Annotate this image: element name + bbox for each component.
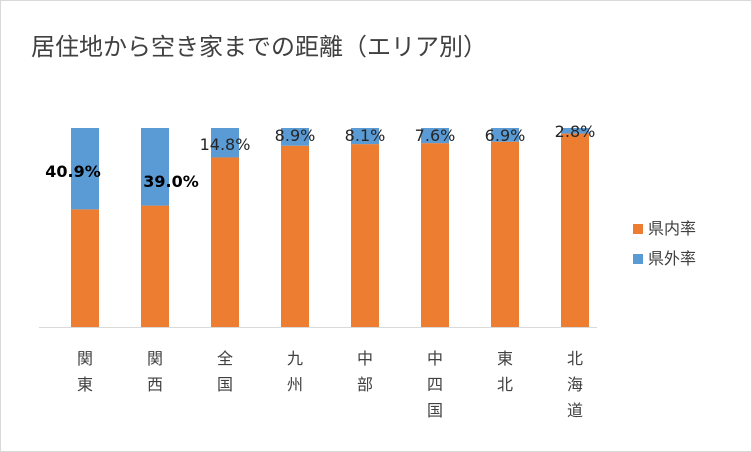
bar-in-pref-3: [281, 145, 309, 327]
data-label-4: 8.1%: [345, 126, 386, 145]
bar-in-pref-4: [351, 144, 379, 327]
category-label-6: 東北: [497, 349, 513, 394]
bar-out-pref-7: [561, 128, 589, 134]
category-label-7: 北海道: [567, 349, 583, 420]
data-label-1: 39.0%: [143, 172, 199, 191]
bar-in-pref-7: [561, 133, 589, 327]
legend-swatch-1: [633, 254, 643, 264]
bar-in-pref-2: [211, 157, 239, 327]
bar-out-pref-2: [211, 128, 239, 158]
legend-label-0: 県内率: [648, 219, 696, 238]
data-label-2: 14.8%: [200, 135, 251, 154]
bar-out-pref-4: [351, 128, 379, 145]
category-label-2: 全国: [217, 349, 233, 394]
chart-title: 居住地から空き家までの距離（エリア別）: [31, 33, 487, 61]
category-label-5: 中四国: [427, 349, 443, 420]
data-label-6: 6.9%: [485, 126, 526, 145]
category-label-1: 関西: [147, 349, 163, 394]
category-label-4: 中部: [357, 349, 373, 394]
plot-area: 関東 関西 全国 九州 中部 中四国 東北 北海道 40.9% 39.0%14.8% 8.9% 8.1…: [39, 122, 597, 420]
bar-in-pref-1: [141, 205, 169, 327]
data-label-7: 2.8%: [555, 122, 596, 141]
bar-out-pref-1: [141, 128, 169, 206]
bar-in-pref-0: [71, 209, 99, 327]
bar-out-pref-6: [491, 128, 519, 142]
category-label-0: 関東: [77, 349, 93, 394]
category-label-3: 九州: [287, 349, 303, 394]
bar-out-pref-0: [71, 128, 99, 210]
data-label-5: 7.6%: [415, 126, 456, 145]
bar-in-pref-5: [421, 143, 449, 327]
bar-out-pref-5: [421, 128, 449, 144]
legend-swatch-0: [633, 224, 643, 234]
bar-in-pref-6: [491, 141, 519, 327]
bar-out-pref-3: [281, 128, 309, 146]
data-label-3: 8.9%: [275, 126, 316, 145]
data-label-0: 40.9%: [45, 162, 101, 181]
legend-label-1: 県外率: [648, 249, 696, 268]
